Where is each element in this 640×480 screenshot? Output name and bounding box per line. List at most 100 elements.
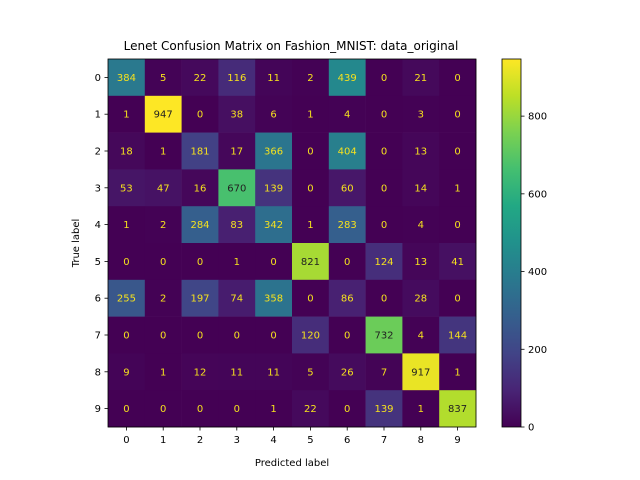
colorbar-tick-label: 600 [528,189,547,200]
heatmap-cell [292,390,330,428]
cell-value-label: 116 [227,73,246,84]
colorbar-tick-label: 800 [528,112,547,123]
heatmap-cell [439,169,477,207]
heatmap-cell [402,279,440,317]
heatmap-cell [181,59,219,97]
cell-value-label: 4 [418,220,424,231]
cell-value-label: 0 [197,404,203,415]
y-tick-label: 1 [95,110,101,121]
cell-value-label: 283 [338,220,357,231]
cell-value-label: 384 [117,73,136,84]
cell-value-label: 1 [418,404,424,415]
heatmap-cell [218,59,256,97]
heatmap-cell [439,132,477,170]
cell-value-label: 0 [454,220,460,231]
heatmap-cell [108,390,146,428]
heatmap-cell [328,169,366,207]
x-tick-label: 9 [454,435,460,446]
heatmap-cell [255,353,293,391]
heatmap-cell [439,316,477,354]
x-tick-label: 1 [160,435,166,446]
cell-value-label: 0 [344,404,350,415]
heatmap-cell [439,95,477,133]
heatmap-cell [181,243,219,281]
cell-value-label: 1 [234,257,240,268]
cell-value-label: 120 [301,331,320,342]
cell-value-label: 0 [381,110,387,121]
heatmap-cell [108,169,146,207]
heatmap-cell [218,390,256,428]
heatmap-cell [255,132,293,170]
heatmap-cell [402,95,440,133]
heatmap-cell [292,206,330,244]
cell-value-label: 439 [338,73,357,84]
heatmap-cell [328,279,366,317]
cell-value-label: 11 [267,367,280,378]
cell-value-label: 14 [414,183,427,194]
colorbar-tick-label: 200 [528,345,547,356]
colorbar-tick-label: 400 [528,267,547,278]
cell-value-label: 41 [451,257,464,268]
cell-value-label: 124 [374,257,393,268]
x-tick-label: 5 [307,435,313,446]
heatmap-cell [108,243,146,281]
heatmap-cell [144,95,182,133]
cell-value-label: 17 [230,147,243,158]
cell-value-label: 47 [157,183,170,194]
heatmap-cell [439,390,477,428]
heatmap-cells: 384 5 22 116 11 2 439 0 21 01 947 0 38 6 1 4 0 3 018 1 181 17… [108,59,477,428]
cell-value-label: 11 [230,367,243,378]
heatmap-cell [365,243,403,281]
heatmap-cell [365,59,403,97]
heatmap-cell [292,169,330,207]
heatmap-cell [181,279,219,317]
y-axis-label: True label [71,219,82,269]
plot-frame [107,58,477,428]
cell-value-label: 28 [414,294,427,305]
cell-value-label: 0 [197,110,203,121]
heatmap-cell [108,316,146,354]
heatmap-cell [218,353,256,391]
cell-value-label: 821 [301,257,320,268]
x-tick-label: 8 [418,435,424,446]
heatmap-cell [144,243,182,281]
y-tick-label: 9 [95,404,101,415]
heatmap-cell [328,206,366,244]
heatmap-cell [144,279,182,317]
heatmap-cell [144,132,182,170]
y-tick-label: 5 [95,257,101,268]
cell-value-label: 11 [267,73,280,84]
cell-value-label: 0 [381,73,387,84]
cell-value-label: 0 [454,147,460,158]
cell-value-label: 83 [230,220,243,231]
cell-value-label: 0 [344,331,350,342]
y-tick-label: 0 [95,73,101,84]
heatmap-cell [181,95,219,133]
y-tick-label: 2 [95,147,101,158]
cell-value-label: 7 [381,367,387,378]
heatmap-cell [255,59,293,97]
heatmap-cell [365,132,403,170]
cell-value-label: 0 [381,220,387,231]
heatmap-cell [365,206,403,244]
cell-value-label: 1 [307,110,313,121]
heatmap-cell [328,316,366,354]
x-tick-label: 6 [344,435,350,446]
heatmap-cell [402,59,440,97]
heatmap-cell [292,353,330,391]
cell-value-label: 1 [123,110,129,121]
heatmap-cell [439,206,477,244]
cell-value-label: 1 [160,147,166,158]
y-tick-label: 3 [95,183,101,194]
cell-value-label: 1 [307,220,313,231]
x-tick-label: 7 [381,435,387,446]
heatmap-cell [181,206,219,244]
cell-value-label: 0 [160,404,166,415]
cell-value-label: 22 [304,404,317,415]
heatmap-cell [365,169,403,207]
heatmap-cell [328,353,366,391]
colorbar-gradient [502,59,521,427]
x-tick-label: 0 [123,435,129,446]
heatmap-cell [108,353,146,391]
